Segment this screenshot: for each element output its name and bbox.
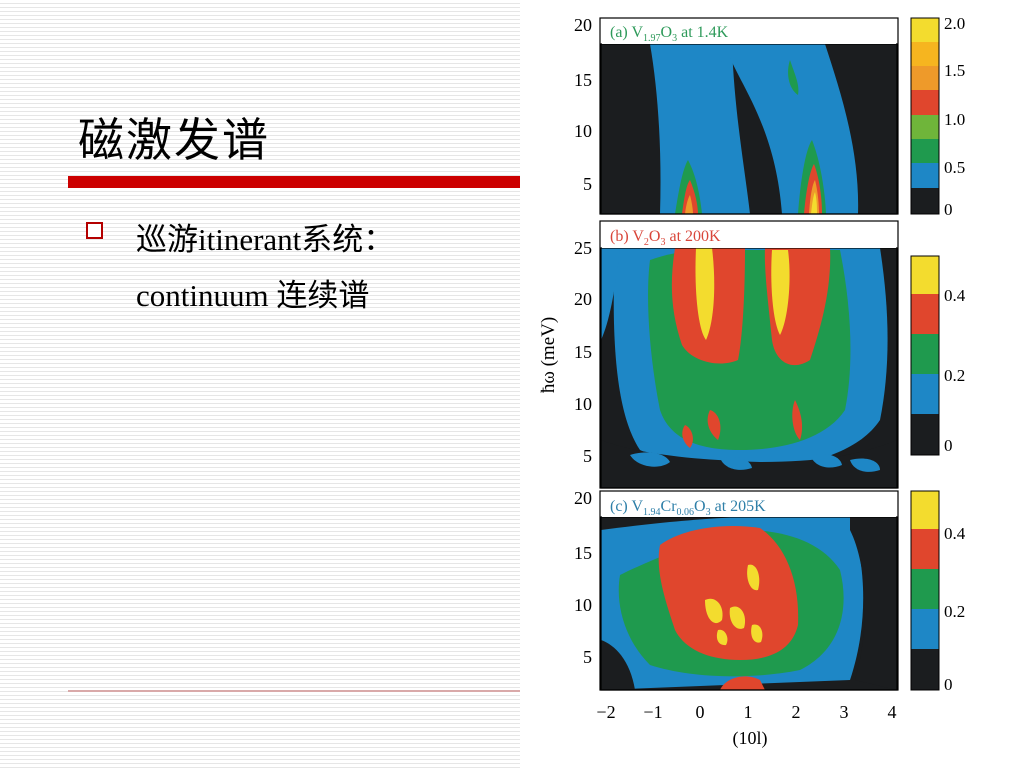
panel-c: (c) V1.94Cr0.06O3 at 205K 20 15 10 5 0.4…: [574, 488, 966, 694]
svg-text:15: 15: [574, 70, 592, 90]
svg-text:0.2: 0.2: [944, 602, 965, 621]
svg-text:0: 0: [696, 702, 705, 722]
panel-a-colorbar: [910, 17, 940, 215]
slide-title: 磁激发谱: [78, 115, 270, 166]
panel-b-y-tick-labels: 25 20 15 10 5: [574, 238, 592, 466]
panel-a-colorbar-labels: 2.0 1.5 1.0 0.5 0: [944, 14, 965, 219]
svg-text:5: 5: [583, 647, 592, 667]
panel-b: (b) V2O3 at 200K 25 20 15 10 5 0.4 0.2 0: [574, 220, 966, 489]
svg-text:0.4: 0.4: [944, 524, 966, 543]
panel-c-colorbar-labels: 0.4 0.2 0: [944, 524, 966, 694]
title-underline: [68, 176, 520, 188]
panel-c-y-tick-labels: 20 15 10 5: [574, 488, 592, 667]
svg-text:0: 0: [944, 200, 953, 219]
hollow-square-bullet-icon: [86, 222, 103, 239]
x-axis-tick-labels: −2 −1 0 1 2 3 4: [596, 702, 896, 722]
svg-text:25: 25: [574, 238, 592, 258]
panel-a: (a) V1.97O3 at 1.4K 20 15 10 5 2.0 1.5 1…: [574, 14, 965, 219]
svg-text:0: 0: [944, 675, 953, 694]
svg-text:0.2: 0.2: [944, 366, 965, 385]
y-axis-label: ħω (meV): [538, 317, 559, 393]
panel-a-label-box: [602, 19, 896, 44]
svg-text:10: 10: [574, 394, 592, 414]
svg-text:3: 3: [840, 702, 849, 722]
svg-text:0.4: 0.4: [944, 286, 966, 305]
svg-text:10: 10: [574, 121, 592, 141]
panel-b-contour-map: [601, 248, 897, 488]
panel-a-contour-map: [601, 44, 897, 214]
svg-text:1.0: 1.0: [944, 110, 965, 129]
svg-text:0: 0: [944, 436, 953, 455]
svg-text:20: 20: [574, 15, 592, 35]
footer-rule: [68, 690, 520, 692]
x-axis-label: (10l): [733, 728, 768, 749]
bullet-text-line1: 巡游itinerant系统：: [136, 222, 395, 257]
panel-c-contour-map: [601, 517, 897, 690]
svg-text:−1: −1: [643, 702, 662, 722]
panel-c-colorbar: [910, 490, 940, 691]
panel-a-y-tick-labels: 20 15 10 5: [574, 15, 592, 194]
panel-b-label: (b) V2O3 at 200K: [610, 228, 721, 248]
svg-text:0.5: 0.5: [944, 158, 965, 177]
svg-text:15: 15: [574, 342, 592, 362]
svg-text:10: 10: [574, 595, 592, 615]
svg-text:20: 20: [574, 488, 592, 508]
svg-text:1: 1: [744, 702, 753, 722]
svg-text:1.5: 1.5: [944, 61, 965, 80]
svg-text:2.0: 2.0: [944, 14, 965, 33]
panel-b-colorbar: [910, 255, 940, 456]
panel-b-colorbar-labels: 0.4 0.2 0: [944, 286, 966, 455]
panel-c-label: (c) V1.94Cr0.06O3 at 205K: [610, 498, 766, 518]
svg-text:−2: −2: [596, 702, 615, 722]
svg-text:2: 2: [792, 702, 801, 722]
svg-text:5: 5: [583, 446, 592, 466]
svg-text:15: 15: [574, 543, 592, 563]
svg-text:20: 20: [574, 289, 592, 309]
svg-text:4: 4: [888, 702, 897, 722]
svg-text:5: 5: [583, 174, 592, 194]
neutron-scattering-figure: (a) V1.97O3 at 1.4K 20 15 10 5 2.0 1.5 1…: [538, 14, 966, 749]
bullet-text-line2: continuum 连续谱: [136, 278, 370, 313]
panel-a-label: (a) V1.97O3 at 1.4K: [610, 24, 729, 44]
